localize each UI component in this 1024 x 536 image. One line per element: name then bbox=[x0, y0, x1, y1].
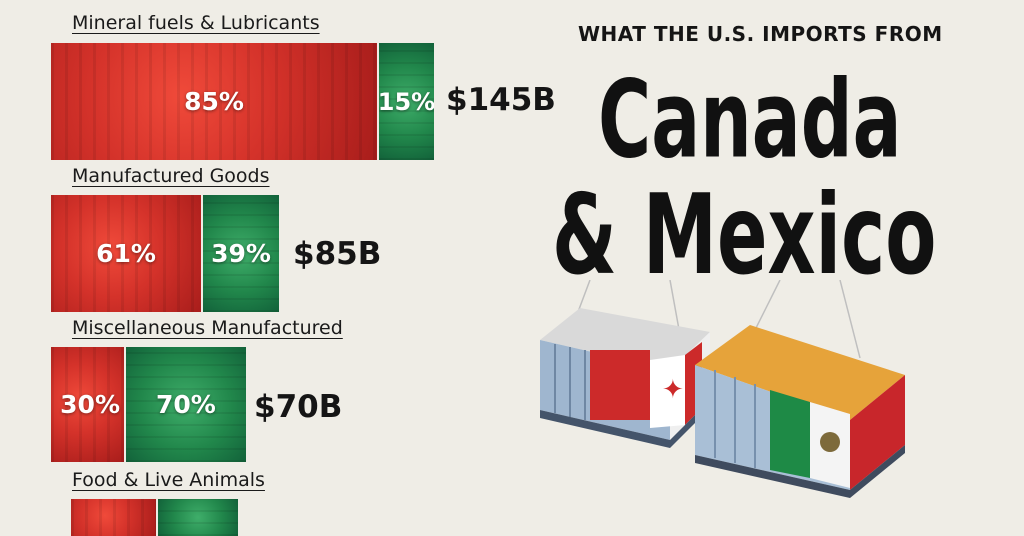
bar-segment: 61% bbox=[51, 195, 201, 312]
bar-segment: 85% bbox=[51, 43, 377, 160]
bar-segment: 70% bbox=[126, 347, 246, 462]
bar-segment bbox=[71, 499, 156, 536]
bar-segment: 39% bbox=[203, 195, 279, 312]
category-label: Mineral fuels & Lubricants bbox=[72, 12, 320, 34]
shipping-containers-illustration: ✦ bbox=[540, 280, 905, 498]
headline-mexico: & Mexico bbox=[552, 170, 937, 300]
canada-container: ✦ bbox=[540, 308, 710, 448]
category-label: Manufactured Goods bbox=[72, 165, 270, 187]
bar-segment: 15% bbox=[379, 43, 434, 160]
total-label: $145B bbox=[446, 82, 556, 118]
total-label: $70B bbox=[254, 389, 343, 425]
bar-segment bbox=[158, 499, 238, 536]
total-label: $85B bbox=[293, 236, 382, 272]
category-label: Miscellaneous Manufactured bbox=[72, 317, 343, 339]
bar-segment: 30% bbox=[51, 347, 124, 462]
mexico-container bbox=[695, 325, 905, 498]
svg-text:✦: ✦ bbox=[662, 375, 684, 405]
headline-canada: Canada bbox=[598, 58, 902, 183]
headline-kicker: WHAT THE U.S. IMPORTS FROM bbox=[578, 22, 943, 46]
category-label: Food & Live Animals bbox=[72, 469, 265, 491]
